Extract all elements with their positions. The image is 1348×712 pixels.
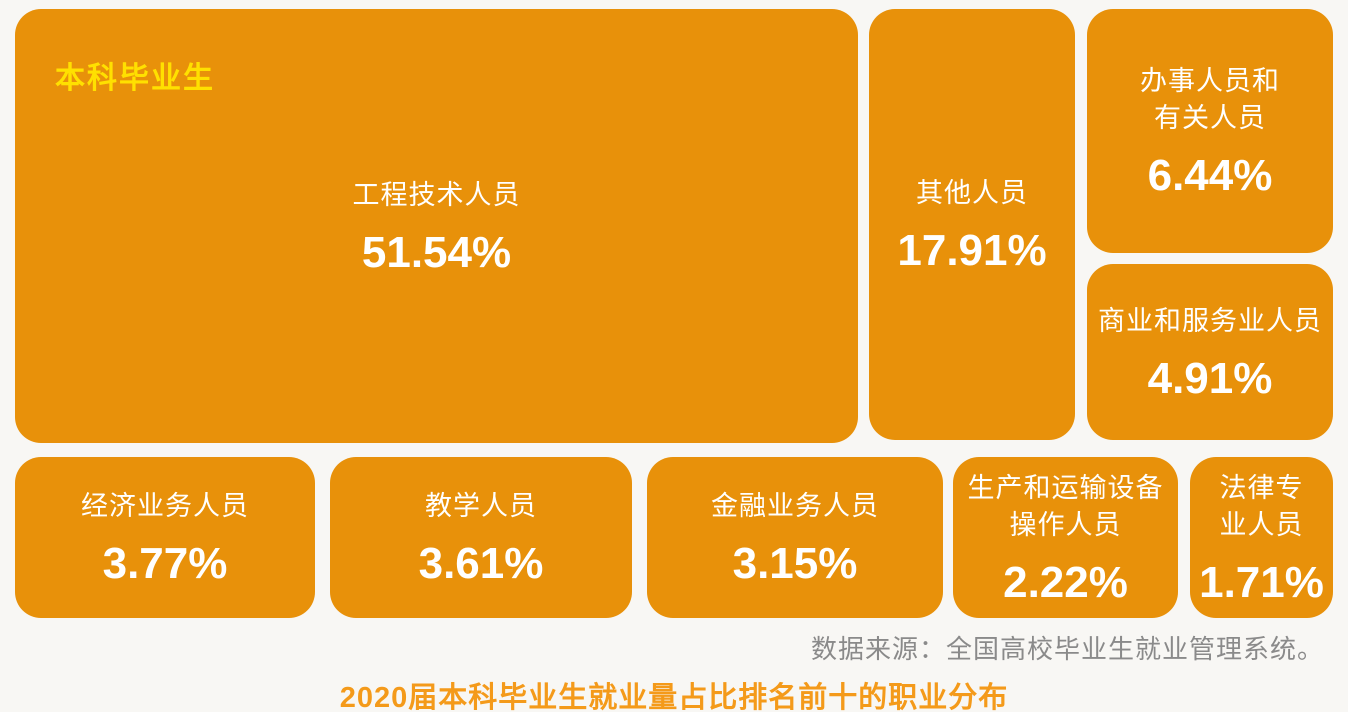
treemap-node-clerical: 办事人员和 有关人员 6.44% [1087,9,1333,253]
treemap-node-production-transport: 生产和运输设备 操作人员 2.22% [953,457,1178,618]
node-label: 经济业务人员 [81,491,249,521]
chart-title: 2020届本科毕业生就业量占比排名前十的职业分布 [339,682,1009,712]
data-source-note: 数据来源：全国高校毕业生就业管理系统。 [810,634,1324,664]
node-label: 商业和服务业人员 [1098,305,1322,336]
node-label: 其他人员 [916,178,1028,208]
node-value: 3.15% [732,539,858,588]
node-value: 3.61% [418,539,544,588]
node-value: 6.44% [1147,151,1273,200]
treemap-node-teaching: 教学人员 3.61% [330,457,632,618]
node-label: 工程技术人员 [352,179,521,210]
node-label: 法律专 业人员 [1219,472,1304,540]
node-label: 教学人员 [425,491,537,521]
treemap-node-legal: 法律专 业人员 1.71% [1190,457,1333,618]
treemap-node-business-service: 商业和服务业人员 4.91% [1087,264,1333,440]
node-value: 4.91% [1147,353,1273,403]
treemap-node-economic: 经济业务人员 3.77% [15,457,315,618]
treemap-node-engineering-tech: 本科毕业生 工程技术人员 51.54% [15,9,858,443]
node-value: 17.91% [897,226,1047,275]
node-value: 51.54% [361,227,512,277]
node-value: 3.77% [102,539,228,588]
node-value: 1.71% [1199,557,1324,607]
node-label: 办事人员和 有关人员 [1140,66,1280,133]
node-value: 2.22% [1003,557,1128,607]
group-label: 本科毕业生 [55,62,215,95]
treemap-node-finance: 金融业务人员 3.15% [647,457,943,618]
node-label: 生产和运输设备 操作人员 [967,472,1164,540]
node-label: 金融业务人员 [711,491,879,521]
treemap-node-other: 其他人员 17.91% [869,9,1075,440]
